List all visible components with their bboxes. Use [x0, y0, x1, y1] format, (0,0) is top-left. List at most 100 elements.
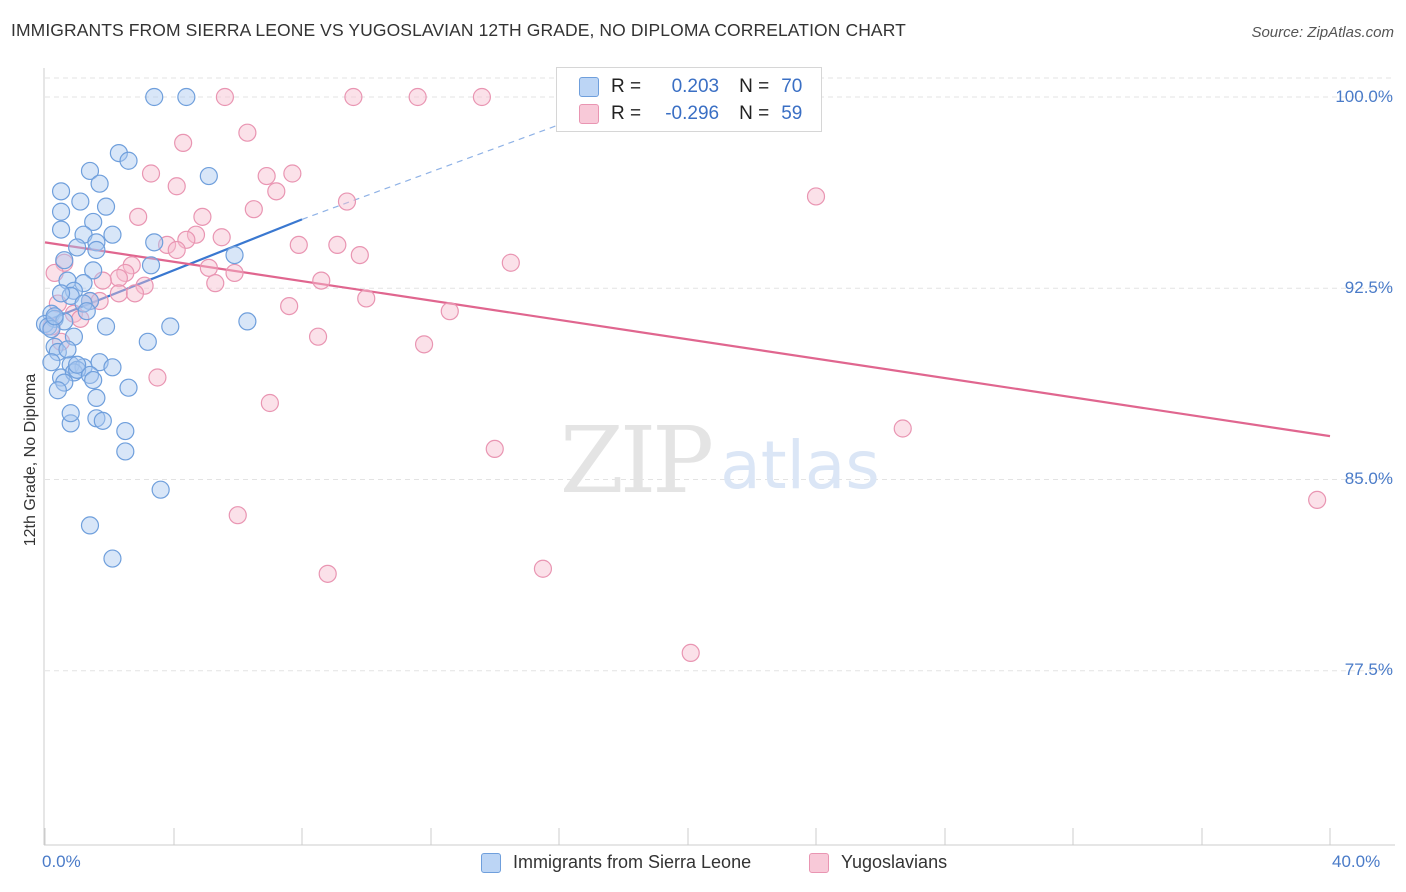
y-tick-label: 85.0%	[1344, 469, 1393, 488]
bottom-legend-label: Immigrants from Sierra Leone	[513, 852, 752, 872]
bottom-legend-swatch-pink	[809, 852, 829, 873]
point-yugoslavians	[328, 235, 347, 254]
point-yugoslavians	[893, 419, 912, 438]
point-sierra-leone	[87, 240, 106, 260]
point-sierra-leone	[93, 411, 112, 430]
point-yugoslavians	[109, 268, 128, 288]
point-yugoslavians	[148, 368, 167, 387]
point-yugoslavians	[125, 284, 145, 303]
point-sierra-leone	[68, 355, 87, 374]
point-sierra-leone	[68, 238, 87, 257]
point-yugoslavians	[414, 335, 434, 354]
legend-r-value: 0.203	[671, 76, 720, 97]
bottom-legend-swatch-blue	[481, 852, 501, 873]
point-sierra-leone	[238, 312, 257, 331]
point-yugoslavians	[135, 276, 154, 295]
point-yugoslavians	[228, 506, 247, 525]
point-sierra-leone	[151, 480, 170, 499]
legend-n-label: N =	[739, 76, 770, 97]
point-yugoslavians	[357, 289, 376, 308]
trend-line-sierra-leone	[44, 218, 303, 323]
axes	[43, 68, 1395, 846]
point-yugoslavians	[408, 87, 427, 107]
point-sierra-leone	[119, 378, 138, 397]
trend-line-yugoslavians	[44, 241, 1331, 438]
point-sierra-leone	[51, 202, 71, 221]
point-sierra-leone	[109, 144, 128, 163]
point-sierra-leone	[51, 284, 71, 303]
point-yugoslavians	[238, 123, 257, 142]
point-sierra-leone	[48, 381, 67, 400]
point-yugoslavians	[289, 235, 308, 254]
point-sierra-leone	[177, 87, 196, 107]
point-sierra-leone	[87, 233, 106, 252]
point-sierra-leone	[84, 261, 103, 280]
point-sierra-leone	[80, 516, 100, 535]
y-axis-label: 12th Grade, No Diploma	[22, 373, 39, 547]
bottom-legend-label: Yugoslavians	[841, 852, 948, 872]
point-yugoslavians	[485, 439, 504, 458]
watermark-zip: ZIP	[560, 407, 711, 514]
point-sierra-leone	[138, 332, 157, 351]
point-sierra-leone	[77, 302, 96, 321]
point-yugoslavians	[212, 228, 231, 247]
x-tick-label-min: 0.0%	[42, 852, 81, 871]
point-sierra-leone	[51, 220, 71, 239]
point-sierra-leone	[61, 414, 80, 433]
point-sierra-leone	[161, 317, 180, 336]
legend-r-value: -0.296	[665, 103, 720, 124]
point-yugoslavians	[215, 87, 234, 107]
point-yugoslavians	[344, 87, 363, 107]
point-yugoslavians	[337, 192, 357, 211]
y-tick-label: 92.5%	[1344, 278, 1393, 297]
y-tick-label: 100.0%	[1335, 87, 1393, 106]
correlation-legend: R = 0.203 N = 70 R = -0.296 N = 59	[556, 67, 822, 132]
point-sierra-leone	[103, 225, 122, 244]
chart-title: IMMIGRANTS FROM SIERRA LEONE VS YUGOSLAV…	[11, 20, 906, 40]
point-sierra-leone	[80, 365, 100, 385]
point-yugoslavians	[318, 564, 337, 583]
bottom-legend-yugoslavians: Yugoslavians	[809, 852, 947, 873]
point-sierra-leone	[80, 161, 100, 181]
point-yugoslavians	[308, 327, 328, 346]
point-yugoslavians	[186, 225, 206, 244]
point-sierra-leone	[90, 174, 109, 193]
point-sierra-leone	[145, 87, 164, 107]
source-label: Source: ZipAtlas.com	[1251, 24, 1394, 41]
point-yugoslavians	[244, 200, 263, 219]
point-yugoslavians	[681, 643, 700, 663]
point-sierra-leone	[116, 421, 135, 441]
point-sierra-leone	[45, 307, 64, 326]
point-yugoslavians	[267, 182, 286, 201]
point-sierra-leone	[58, 340, 77, 359]
point-yugoslavians	[257, 166, 276, 186]
point-yugoslavians	[167, 177, 186, 196]
legend-row-sierra-leone: R = 0.203 N = 70	[579, 75, 802, 99]
point-sierra-leone	[145, 233, 164, 252]
watermark-atlas: atlas	[720, 427, 880, 504]
point-sierra-leone	[51, 182, 71, 201]
sierra-leone-points	[35, 87, 257, 568]
legend-n-label: N =	[739, 103, 770, 124]
point-yugoslavians	[533, 559, 553, 578]
point-yugoslavians	[129, 207, 148, 226]
point-yugoslavians	[141, 164, 161, 183]
point-sierra-leone	[71, 192, 90, 211]
point-sierra-leone	[96, 197, 116, 216]
point-sierra-leone	[84, 370, 103, 390]
point-yugoslavians	[225, 263, 244, 283]
point-yugoslavians	[174, 133, 193, 152]
point-sierra-leone	[55, 251, 74, 270]
legend-r-label: R =	[611, 76, 642, 97]
point-sierra-leone	[84, 212, 103, 232]
point-sierra-leone	[74, 274, 93, 293]
point-yugoslavians	[350, 246, 369, 265]
point-sierra-leone	[199, 166, 218, 186]
grid-lines	[45, 77, 1395, 672]
x-tick-label-max: 40.0%	[1332, 852, 1381, 871]
point-sierra-leone	[87, 388, 106, 407]
legend-r-label: R =	[611, 103, 642, 124]
watermark: ZIP atlas	[560, 407, 880, 514]
point-sierra-leone	[103, 358, 122, 377]
